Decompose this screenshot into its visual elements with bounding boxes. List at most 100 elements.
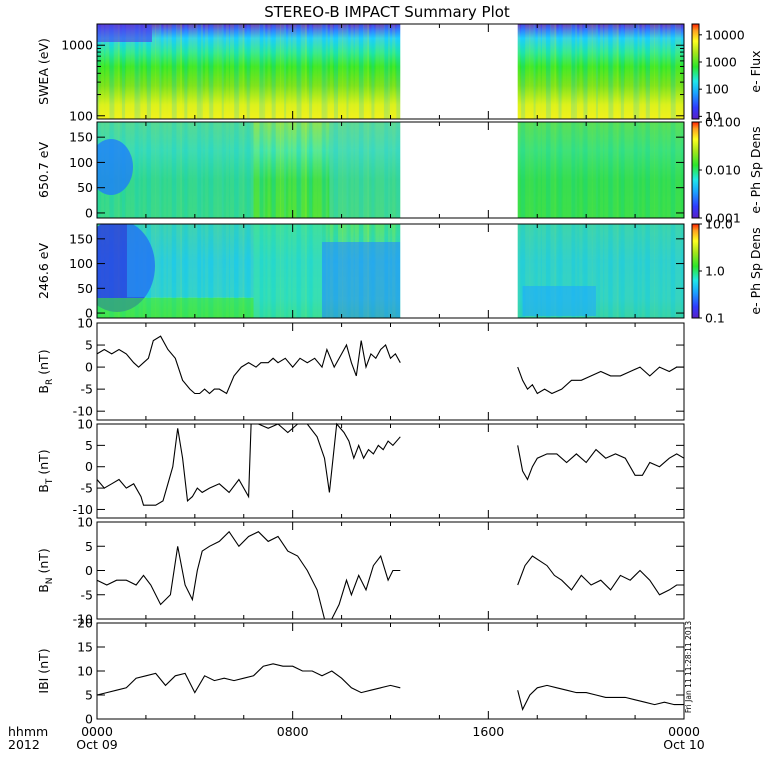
heatmap-streak — [259, 24, 266, 119]
heatmap-streak — [558, 24, 562, 119]
heatmap-streak — [213, 224, 219, 318]
y-tick-label: 20 — [77, 616, 93, 631]
panel-bn: -10 -5 0 5 10 BN (nT) — [36, 515, 685, 627]
heatmap-streak — [321, 24, 328, 119]
heatmap-streak — [288, 24, 292, 119]
y-axis-label: SWEA (eV) — [36, 38, 51, 105]
heatmap-streak — [171, 224, 177, 318]
heatmap-streak — [396, 24, 401, 119]
heatmap-streak — [121, 24, 125, 119]
time-axis-corner-label: 2012 — [8, 737, 40, 752]
y-axis-label-unit: (nT) — [36, 548, 51, 577]
panel-frame — [96, 322, 685, 421]
heatmap-streak — [666, 24, 671, 119]
heatmap-region — [329, 122, 401, 218]
heatmap-streak — [138, 24, 141, 119]
heatmap-streak — [259, 122, 266, 218]
heatmap-streak — [292, 24, 297, 119]
heatmap-streak — [296, 24, 302, 119]
heatmap-streak — [159, 224, 162, 318]
heatmap-pad650 — [97, 122, 684, 218]
colorbar-tick-label: 10 — [705, 109, 721, 124]
heatmap-pad246 — [97, 224, 684, 318]
heatmap-region — [97, 298, 254, 318]
heatmap-streak — [342, 24, 349, 119]
time-tick-label: 0000 — [81, 724, 113, 739]
heatmap-streak — [130, 24, 136, 119]
heatmap-streak — [188, 24, 193, 119]
time-tick-date: Oct 10 — [663, 737, 705, 752]
y-axis-label: BR (nT) — [36, 349, 55, 393]
heatmap-streak — [571, 24, 578, 119]
y-axis-label-unit: (nT) — [36, 349, 51, 378]
y-tick-label: 0 — [85, 563, 93, 578]
heatmap-streak — [583, 24, 588, 119]
colorbar-label: e- Ph Sp Dens — [748, 227, 763, 314]
heatmap-streak — [134, 24, 141, 119]
heatmap-streak — [263, 24, 266, 119]
y-tick-label: 10 — [77, 316, 93, 331]
heatmap-region — [127, 224, 254, 298]
panel-br: -10 -5 0 5 10 BR (nT) — [36, 316, 685, 421]
heatmap-streak — [180, 224, 183, 318]
heatmap-streak — [163, 224, 167, 318]
heatmap-streak — [176, 24, 183, 119]
heatmap-streak — [238, 224, 245, 318]
y-tick-label: 10 — [77, 417, 93, 432]
heatmap-streak — [234, 24, 240, 119]
heatmap-streak — [250, 24, 255, 119]
heatmap-streak — [105, 24, 110, 119]
heatmap-streak — [650, 24, 656, 119]
heatmap-streak — [192, 24, 198, 119]
heatmap-streak — [221, 24, 224, 119]
heatmap-streak — [658, 24, 661, 119]
heatmap-streak — [109, 24, 115, 119]
panel-frame — [96, 423, 685, 519]
heatmap-streak — [200, 24, 203, 119]
heatmap-streak — [309, 24, 313, 119]
heatmap-streak — [317, 122, 323, 218]
y-tick-label: 150 — [69, 130, 93, 145]
heatmap-streak — [529, 24, 536, 119]
heatmap-streak — [388, 24, 391, 119]
heatmap-streak — [196, 224, 203, 318]
colorbar-pad246 — [691, 223, 700, 319]
time-tick-label: 0800 — [277, 724, 309, 739]
heatmap-streak — [313, 24, 318, 119]
y-axis-label: 246.6 eV — [36, 243, 51, 299]
heatmap-streak — [375, 24, 380, 119]
heatmap-streak — [242, 224, 245, 318]
heatmap-streak — [246, 24, 250, 119]
heatmap-streak — [267, 24, 271, 119]
heatmap-streak — [304, 24, 307, 119]
y-tick-label: 10 — [77, 515, 93, 530]
y-axis-label: BT (nT) — [36, 449, 55, 492]
heatmap-streak — [304, 122, 307, 218]
colorbar-tick-label: 0.001 — [705, 211, 741, 226]
y-axis-label-sub: T — [45, 478, 55, 485]
y-tick-label: 0 — [85, 360, 93, 375]
y-axis-label: BN (nT) — [36, 548, 55, 593]
colorbar-tick-label: 0.1 — [705, 311, 725, 326]
colorbar-swea — [691, 23, 700, 120]
heatmap-streak — [155, 224, 162, 318]
heatmap-streak — [246, 224, 250, 318]
heatmap-streak — [562, 24, 567, 119]
y-tick-label: -5 — [81, 481, 93, 496]
y-axis-label-sub: N — [45, 577, 55, 584]
series-line-bmag — [96, 663, 684, 711]
heatmap-streak — [641, 24, 645, 119]
y-tick-label: 5 — [85, 688, 93, 703]
heatmap-streak — [633, 24, 640, 119]
colorbar-pad650 — [691, 121, 700, 219]
y-tick-label: 0 — [85, 306, 93, 321]
colorbar-label: e- Flux — [748, 50, 763, 92]
time-tick-label: 1600 — [472, 724, 504, 739]
heatmap-streak — [629, 24, 635, 119]
heatmap-streak — [313, 122, 318, 218]
panel-bmag: 0 5 10 15 20 IBI (nT) — [36, 616, 685, 727]
colorbar-tick-label: 10.0 — [705, 217, 733, 232]
y-tick-label: -5 — [81, 382, 93, 397]
y-tick-label: 100 — [69, 108, 93, 123]
